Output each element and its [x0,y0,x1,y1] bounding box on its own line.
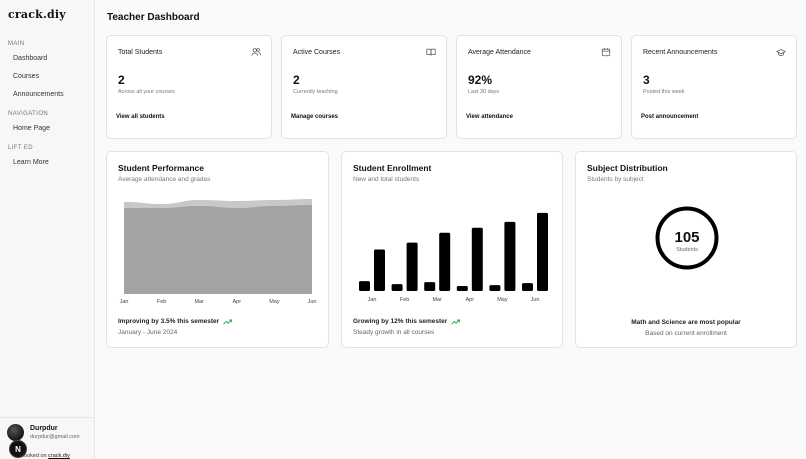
x-tick-label: Jan [368,297,377,303]
bar-series-1 [489,285,501,291]
stat-title: Active Courses [293,49,341,56]
stat-value: 2 [293,73,300,87]
stat-value: 3 [643,73,650,87]
cooked-on-credit: Cooked on crack.diy [20,453,70,459]
sidebar-item-learn-more[interactable]: Learn More [13,159,49,166]
sidebar-item-home-page[interactable]: Home Page [13,125,50,132]
bar-series-1 [359,281,370,291]
trend-subtext: January - June 2024 [118,329,178,336]
stat-card-active-courses: Active Courses 2 Currently teaching Mana… [281,35,447,139]
stat-card-average-attendance: Average Attendance 92% Last 30 days View… [456,35,622,139]
trending-up-icon [223,319,233,325]
view-all-students-link[interactable]: View all students [116,114,165,120]
book-icon [426,48,436,56]
stat-subtext: Across all your courses [118,89,175,95]
stat-title: Total Students [118,49,163,56]
donut-ring [655,206,719,270]
donut-total-label: Students [676,247,698,253]
stat-card-recent-announcements: Recent Announcements 3 Posted this week … [631,35,797,139]
sidebar-item-announcements[interactable]: Announcements [13,91,64,98]
performance-trend: Improving by 3.5% this semester [118,318,233,325]
sidebar-item-courses[interactable]: Courses [13,73,40,80]
x-tick-label: Feb [157,299,166,305]
bar-series-2 [439,232,451,291]
panel-title: Student Performance [118,163,204,173]
subject-donut-chart: 105 Students [655,206,719,270]
section-label-lift-ed: LIFT ED [8,145,34,151]
stat-title: Recent Announcements [643,49,718,56]
bar-series-1 [522,283,533,291]
manage-courses-link[interactable]: Manage courses [291,114,339,120]
section-label-navigation: NAVIGATION [8,111,49,117]
distribution-footer-sub: Based on current enrollment [645,330,727,337]
x-tick-label: Mar [194,299,204,305]
megaphone-icon [776,49,786,56]
panel-title: Student Enrollment [353,163,432,173]
brand-logo[interactable]: crack.diy [8,8,66,21]
enrollment-bar-chart: Jan Feb Mar Apr May Jun [359,212,548,303]
x-tick-label: Mar [432,297,442,303]
stat-card-total-students: Total Students 2 Across all your courses… [106,35,272,139]
x-tick-label: May [269,299,280,305]
stat-subtext: Currently teaching [293,89,338,95]
panel-subtitle: Average attendance and grades [118,176,211,183]
user-name: Durpdur [30,425,58,432]
n-badge-icon[interactable]: N [9,440,27,458]
panel-subtitle: Students by subject [587,176,644,183]
panel-title: Subject Distribution [587,163,668,173]
user-profile[interactable]: Durpdur durpdur@gmail.com N Cooked on cr… [0,417,95,459]
trending-up-icon [451,319,461,325]
stat-title: Average Attendance [468,49,531,56]
page-title: Teacher Dashboard [107,12,200,23]
stat-value: 92% [468,73,493,87]
student-performance-panel: Student Performance Average attendance a… [106,151,329,348]
bar-series-2 [537,212,548,291]
donut-total: 105 [674,229,699,246]
x-tick-label: May [497,297,508,303]
avatar [7,424,24,441]
cooked-prefix: Cooked on [20,453,49,459]
x-tick-label: Jun [531,297,540,303]
cooked-link[interactable]: crack.diy [48,453,70,459]
bar-series-2 [504,221,516,291]
sidebar: crack.diy MAIN Dashboard Courses Announc… [0,0,95,459]
x-tick-label: Jun [308,299,317,305]
panel-subtitle: New and total students [353,176,420,183]
trend-text: Improving by 3.5% this semester [118,318,220,325]
post-announcement-link[interactable]: Post announcement [641,114,699,120]
trend-text: Growing by 12% this semester [353,318,448,325]
subject-distribution-panel: Subject Distribution Students by subject… [575,151,797,348]
view-attendance-link[interactable]: View attendance [466,114,513,120]
x-tick-label: Jan [120,299,129,305]
distribution-footer: Math and Science are most popular [631,319,741,326]
stat-subtext: Last 30 days [468,89,500,95]
student-enrollment-panel: Student Enrollment New and total student… [341,151,563,348]
bar-series-1 [391,284,403,291]
sidebar-item-dashboard[interactable]: Dashboard [13,55,48,62]
bar-series-1 [456,286,468,291]
x-tick-label: Apr [466,297,475,303]
enrollment-trend: Growing by 12% this semester [353,318,461,325]
bar-series-2 [406,242,418,291]
bar-series-1 [424,282,436,291]
calendar-icon [601,48,611,57]
performance-area-chart: Jan Feb Mar Apr May Jun [120,199,317,305]
bar-series-2 [374,249,385,291]
x-tick-label: Apr [233,299,242,305]
stat-value: 2 [118,73,125,87]
area-series-2 [124,205,312,294]
stat-subtext: Posted this week [643,89,685,95]
bar-series-2 [471,227,483,291]
user-email: durpdur@gmail.com [30,434,80,440]
x-tick-label: Feb [400,297,409,303]
trend-subtext: Steady growth in all courses [353,329,435,336]
section-label-main: MAIN [8,41,25,47]
users-icon [251,48,261,56]
